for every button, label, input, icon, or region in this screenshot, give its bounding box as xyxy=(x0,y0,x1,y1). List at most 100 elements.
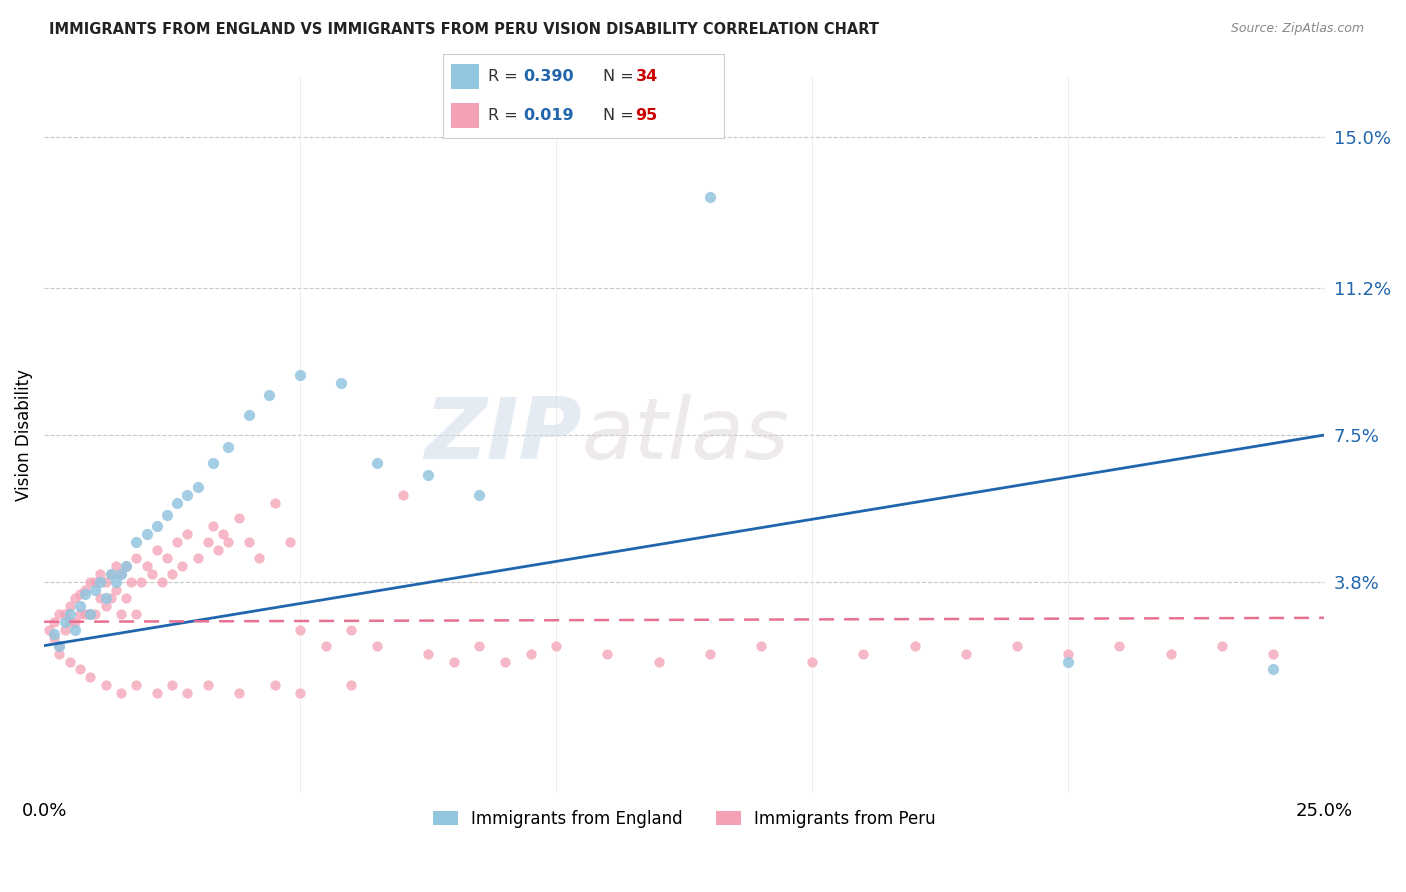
Point xyxy=(228,686,250,700)
Text: Source: ZipAtlas.com: Source: ZipAtlas.com xyxy=(1230,22,1364,36)
Point xyxy=(1160,647,1182,661)
Point xyxy=(263,495,285,509)
Point xyxy=(202,519,225,533)
Point xyxy=(115,591,138,605)
Point xyxy=(197,535,219,549)
Point xyxy=(125,535,148,549)
Point xyxy=(125,678,148,692)
Point xyxy=(48,647,70,661)
Point xyxy=(1261,663,1284,677)
Point xyxy=(596,647,619,661)
Point xyxy=(53,615,76,629)
Point xyxy=(749,639,772,653)
Point xyxy=(699,189,721,203)
Point xyxy=(519,647,541,661)
Point xyxy=(1057,655,1080,669)
Point xyxy=(207,543,229,558)
Text: 0.019: 0.019 xyxy=(523,108,574,123)
Point xyxy=(110,567,132,582)
Point xyxy=(366,639,388,653)
Point xyxy=(135,559,157,574)
Point xyxy=(955,647,977,661)
Text: ZIP: ZIP xyxy=(425,393,582,476)
Point xyxy=(288,623,311,637)
Point xyxy=(69,587,91,601)
Point xyxy=(156,508,179,522)
Text: 95: 95 xyxy=(636,108,658,123)
Point xyxy=(125,551,148,566)
Point xyxy=(187,480,209,494)
Point xyxy=(156,551,179,566)
Point xyxy=(801,655,824,669)
Point xyxy=(852,647,875,661)
Point xyxy=(84,582,107,597)
Point xyxy=(115,559,138,574)
Point xyxy=(1261,647,1284,661)
Point xyxy=(104,575,127,590)
Point xyxy=(1108,639,1130,653)
Point xyxy=(647,655,669,669)
Point xyxy=(150,575,173,590)
Point xyxy=(247,551,270,566)
Point xyxy=(187,551,209,566)
Point xyxy=(212,527,235,541)
Point xyxy=(110,607,132,621)
Point xyxy=(79,607,101,621)
Point xyxy=(141,567,163,582)
Point xyxy=(69,607,91,621)
Point xyxy=(100,591,122,605)
Point xyxy=(75,582,97,597)
Point xyxy=(94,599,117,613)
Point xyxy=(48,607,70,621)
Point xyxy=(468,488,491,502)
Point xyxy=(89,567,111,582)
Point xyxy=(238,535,260,549)
Point xyxy=(278,535,301,549)
Point xyxy=(699,647,721,661)
Point xyxy=(59,615,82,629)
Text: 0.390: 0.390 xyxy=(523,69,574,84)
Point xyxy=(63,615,86,629)
Point xyxy=(145,519,167,533)
Point xyxy=(59,655,82,669)
Point xyxy=(79,575,101,590)
Point xyxy=(197,678,219,692)
Point xyxy=(100,567,122,582)
Point xyxy=(89,575,111,590)
Point xyxy=(100,567,122,582)
Point xyxy=(238,408,260,422)
Point xyxy=(228,511,250,525)
Point xyxy=(63,623,86,637)
Point xyxy=(75,587,97,601)
Point xyxy=(94,591,117,605)
Point xyxy=(416,647,439,661)
Point xyxy=(104,582,127,597)
Point xyxy=(259,388,281,402)
Point xyxy=(53,623,76,637)
Text: IMMIGRANTS FROM ENGLAND VS IMMIGRANTS FROM PERU VISION DISABILITY CORRELATION CH: IMMIGRANTS FROM ENGLAND VS IMMIGRANTS FR… xyxy=(49,22,879,37)
Point xyxy=(330,376,353,391)
Point xyxy=(89,591,111,605)
Legend: Immigrants from England, Immigrants from Peru: Immigrants from England, Immigrants from… xyxy=(426,803,942,834)
Point xyxy=(84,575,107,590)
Text: N =: N = xyxy=(603,108,640,123)
Point xyxy=(160,678,183,692)
Point xyxy=(120,575,142,590)
Point xyxy=(63,591,86,605)
Point xyxy=(443,655,465,669)
Point xyxy=(94,678,117,692)
Point xyxy=(176,488,198,502)
Point xyxy=(110,686,132,700)
Text: 34: 34 xyxy=(636,69,658,84)
Point xyxy=(44,631,66,645)
Point xyxy=(176,527,198,541)
Point xyxy=(94,575,117,590)
Point xyxy=(115,559,138,574)
Point xyxy=(263,678,285,692)
Point xyxy=(145,543,167,558)
Point xyxy=(44,615,66,629)
Point xyxy=(166,535,188,549)
Point xyxy=(416,467,439,482)
Point xyxy=(53,607,76,621)
Point xyxy=(494,655,516,669)
